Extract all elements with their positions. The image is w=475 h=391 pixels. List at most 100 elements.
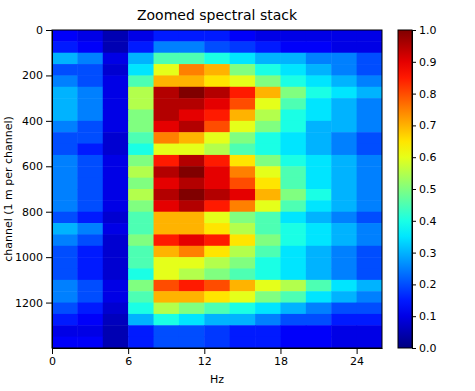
colorbar-tick-label: 0.1 <box>419 310 437 323</box>
cell <box>77 212 103 224</box>
cell <box>52 144 78 156</box>
cell <box>230 303 256 315</box>
cell <box>306 166 332 178</box>
cell <box>204 98 230 110</box>
cell <box>128 223 154 235</box>
cell <box>280 64 306 76</box>
cell <box>77 53 103 65</box>
cell <box>103 269 129 281</box>
cell <box>103 64 129 76</box>
cell <box>280 87 306 99</box>
cell <box>255 75 281 87</box>
cell <box>230 98 256 110</box>
cell <box>357 200 382 212</box>
cell <box>103 234 129 246</box>
cell <box>128 41 154 53</box>
cell <box>280 189 306 201</box>
y-tick-label: 200 <box>22 69 43 82</box>
cell <box>204 121 230 133</box>
x-tick-label: 18 <box>274 355 288 368</box>
x-tick: 18 <box>274 348 288 368</box>
cell <box>230 212 256 224</box>
cell <box>52 223 78 235</box>
cell <box>204 257 230 269</box>
colorbar-tick: 0.8 <box>412 88 437 101</box>
cell <box>52 303 78 315</box>
cell <box>255 98 281 110</box>
cell <box>52 166 78 178</box>
x-tick-label: 6 <box>125 355 132 368</box>
cell <box>306 223 332 235</box>
cell <box>77 121 103 133</box>
cell <box>179 30 205 42</box>
cell <box>179 189 205 201</box>
colorbar-tick: 0.1 <box>412 310 437 323</box>
cell <box>128 189 154 201</box>
x-tick-mark <box>128 348 129 354</box>
cell <box>280 41 306 53</box>
cell <box>52 30 78 42</box>
colorbar-tick: 0.2 <box>412 278 437 291</box>
cell <box>103 166 129 178</box>
cell <box>331 144 357 156</box>
cell <box>331 269 357 281</box>
cell <box>280 178 306 190</box>
cell <box>204 30 230 42</box>
cell <box>230 41 256 53</box>
cell <box>230 314 256 326</box>
x-axis-title: Hz <box>210 373 224 386</box>
cell <box>179 303 205 315</box>
cell <box>103 132 129 144</box>
cell <box>280 223 306 235</box>
cell <box>154 303 180 315</box>
cell <box>331 337 357 348</box>
cell <box>204 212 230 224</box>
cell <box>128 144 154 156</box>
cell <box>204 269 230 281</box>
cell <box>128 325 154 337</box>
cell <box>204 303 230 315</box>
colorbar-axis-line <box>413 31 417 349</box>
cell <box>255 200 281 212</box>
cell <box>255 189 281 201</box>
cell <box>255 144 281 156</box>
cell <box>357 53 382 65</box>
y-tick: 200 <box>22 69 52 82</box>
cell <box>357 325 382 337</box>
cell <box>77 234 103 246</box>
x-tick-label: 24 <box>350 355 364 368</box>
y-tick-mark <box>46 30 52 31</box>
y-tick-mark <box>46 166 52 167</box>
cell <box>204 234 230 246</box>
cell <box>204 155 230 167</box>
cell <box>103 144 129 156</box>
x-tick-mark <box>357 348 358 354</box>
cell <box>255 303 281 315</box>
cell <box>103 53 129 65</box>
cell <box>204 75 230 87</box>
cell <box>154 269 180 281</box>
cell <box>230 132 256 144</box>
cell <box>103 337 129 348</box>
x-tick-mark <box>280 348 281 354</box>
cell <box>103 155 129 167</box>
colorbar-tick: 1.0 <box>412 24 437 37</box>
cell <box>280 121 306 133</box>
cell <box>357 132 382 144</box>
cell <box>128 178 154 190</box>
cell <box>280 166 306 178</box>
cell <box>154 64 180 76</box>
colorbar-tick-mark <box>412 348 416 349</box>
cell <box>280 132 306 144</box>
cell <box>179 121 205 133</box>
cell <box>77 325 103 337</box>
cell <box>331 280 357 292</box>
cell <box>357 121 382 133</box>
colorbar-tick: 0.4 <box>412 215 437 228</box>
cell <box>230 144 256 156</box>
cell <box>103 325 129 337</box>
cell <box>306 337 332 348</box>
cell <box>77 257 103 269</box>
cell <box>52 269 78 281</box>
cell <box>154 337 180 348</box>
